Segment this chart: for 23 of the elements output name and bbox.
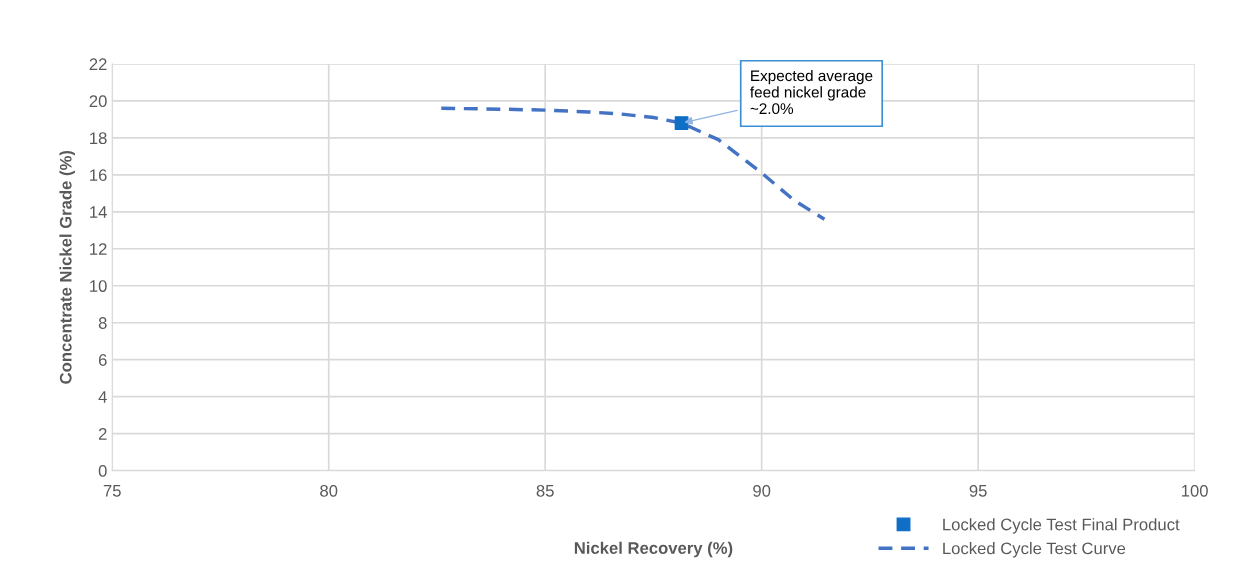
x-tick-label: 75 <box>103 485 121 497</box>
x-tick-label: 85 <box>536 484 554 497</box>
y-tick-label: 10 <box>90 280 107 292</box>
y-tick-label: 20 <box>89 95 107 108</box>
x-axis-title: Nickel Recovery (%) <box>574 541 733 558</box>
x-tick-label: 100 <box>1181 484 1208 497</box>
x-tick-label: 80 <box>320 484 338 497</box>
x-tick-label: 90 <box>753 484 771 497</box>
y-tick-label: 18 <box>90 132 107 145</box>
y-tick-label: 14 <box>90 206 107 218</box>
y-tick-label: 0 <box>98 465 107 477</box>
y-tick-label: 16 <box>90 169 107 182</box>
y-tick-label: 2 <box>98 428 107 440</box>
x-tick-label: 95 <box>969 484 987 497</box>
y-tick-label: 6 <box>98 354 107 366</box>
y-tick-label: 4 <box>98 391 107 403</box>
y-tick-label: 8 <box>98 317 107 329</box>
y-tick-label: 22 <box>89 58 107 70</box>
legend-label: Locked Cycle Test Curve <box>943 542 1126 558</box>
legend-label: Locked Cycle Test Final Product <box>943 518 1180 534</box>
y-axis-title: Concentrate Nickel Grade (%) <box>59 150 75 384</box>
annotation: Expected average feed nickel grade ~2.0% <box>750 69 873 115</box>
y-tick-label: 12 <box>90 243 107 255</box>
